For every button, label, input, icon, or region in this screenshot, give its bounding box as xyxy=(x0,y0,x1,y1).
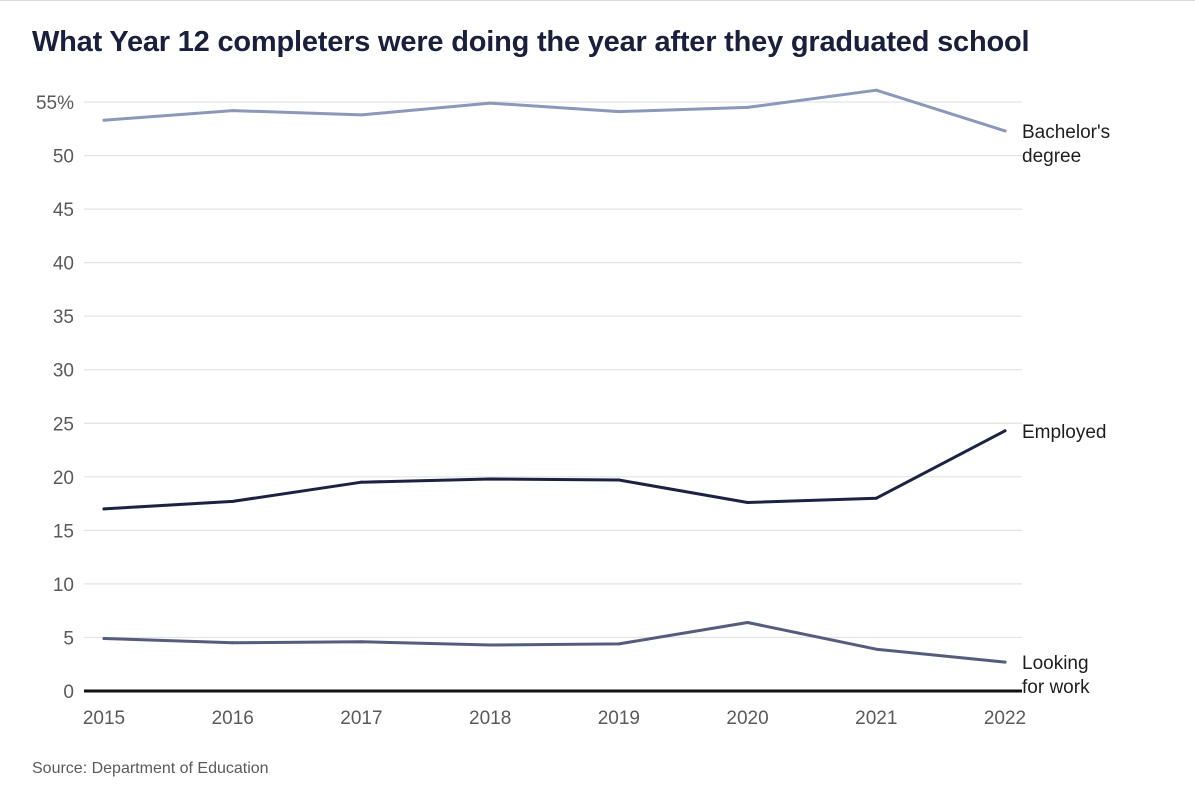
data-point xyxy=(746,620,750,624)
series-label: for work xyxy=(1022,677,1090,698)
x-tick-label: 2017 xyxy=(340,708,382,729)
series-line-2 xyxy=(102,621,1007,664)
data-point xyxy=(488,643,492,647)
data-point xyxy=(874,647,878,651)
data-point xyxy=(359,480,363,484)
data-point xyxy=(746,501,750,505)
data-point xyxy=(746,105,750,109)
data-point xyxy=(617,642,621,646)
x-axis-ticks: 2015 2016 2017 2018 2019 2020 2021 2022 xyxy=(83,708,1026,729)
data-point xyxy=(488,101,492,105)
series-label: Employed xyxy=(1022,422,1107,443)
y-tick-label: 35 xyxy=(53,307,74,328)
y-tick-label: 0 xyxy=(63,682,74,703)
data-point xyxy=(488,477,492,481)
x-tick-label: 2015 xyxy=(83,708,125,729)
y-tick-label: 40 xyxy=(53,254,74,275)
series-label: degree xyxy=(1022,146,1081,167)
data-point xyxy=(359,113,363,117)
series-lines xyxy=(102,88,1007,664)
y-tick-label: 50 xyxy=(53,147,74,168)
line-chart: 0 5 10 15 20 25 30 35 40 45 50 55% 2015 2016 2017 2018… xyxy=(36,88,1110,729)
x-tick-label: 2018 xyxy=(469,708,511,729)
series-line-0 xyxy=(102,88,1007,133)
series-label: Looking xyxy=(1022,653,1089,674)
x-tick-label: 2022 xyxy=(984,708,1026,729)
data-point xyxy=(231,109,235,113)
data-point xyxy=(874,88,878,92)
series-label: Bachelor's xyxy=(1022,122,1110,143)
y-tick-label: 5 xyxy=(63,628,74,649)
data-point xyxy=(231,499,235,503)
data-point xyxy=(102,118,106,122)
y-tick-label: 20 xyxy=(53,468,74,489)
source-note: Source: Department of Education xyxy=(32,760,269,777)
data-point xyxy=(617,478,621,482)
x-tick-label: 2016 xyxy=(212,708,254,729)
data-point xyxy=(874,496,878,500)
gridlines xyxy=(84,101,1022,639)
y-tick-label: 55% xyxy=(36,93,74,114)
x-tick-label: 2020 xyxy=(726,708,768,729)
y-tick-label: 25 xyxy=(53,414,74,435)
data-point xyxy=(1003,429,1007,433)
series-labels: Bachelor's degree Employed Looking for work xyxy=(1022,122,1110,698)
y-tick-label: 45 xyxy=(53,200,74,221)
y-tick-label: 10 xyxy=(53,575,74,596)
y-tick-label: 15 xyxy=(53,521,74,542)
data-point xyxy=(617,110,621,114)
data-point xyxy=(102,637,106,641)
y-axis-ticks: 0 5 10 15 20 25 30 35 40 45 50 55% xyxy=(36,93,74,703)
chart-title: What Year 12 completers were doing the y… xyxy=(32,26,1030,58)
data-point xyxy=(102,507,106,511)
x-tick-label: 2019 xyxy=(598,708,640,729)
series-line-1 xyxy=(102,429,1007,511)
data-point xyxy=(1003,660,1007,664)
y-tick-label: 30 xyxy=(53,361,74,382)
x-tick-label: 2021 xyxy=(855,708,897,729)
data-point xyxy=(231,641,235,645)
data-point xyxy=(359,640,363,644)
top-rule xyxy=(0,0,1195,1)
data-point xyxy=(1003,129,1007,133)
